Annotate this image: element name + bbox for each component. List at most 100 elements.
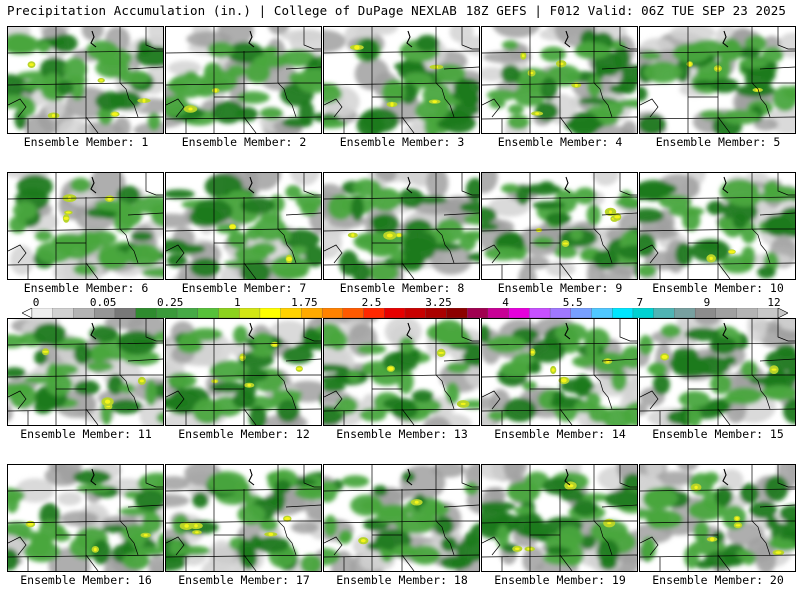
state-boundary — [717, 262, 731, 279]
state-boundaries — [166, 319, 321, 425]
state-boundaries — [640, 27, 795, 133]
precip-map — [8, 465, 163, 571]
precip-map — [166, 173, 321, 279]
state-boundary — [8, 408, 163, 412]
precip-map — [166, 319, 321, 425]
state-boundary — [166, 196, 321, 200]
state-boundary — [640, 342, 795, 346]
precip-field — [640, 173, 795, 279]
state-boundary — [166, 488, 321, 492]
state-boundary — [166, 228, 321, 232]
state-boundary — [166, 82, 321, 86]
ensemble-map-panel — [323, 318, 480, 426]
state-boundary — [324, 554, 479, 558]
state-boundary — [640, 262, 795, 266]
state-boundary — [717, 116, 731, 133]
state-boundary — [166, 116, 321, 120]
state-boundary — [777, 173, 795, 196]
colorbar — [22, 308, 788, 318]
colorbar-bin — [94, 308, 116, 318]
state-boundary — [119, 82, 139, 118]
state-boundary — [324, 408, 479, 412]
state-boundary — [482, 390, 501, 410]
colorbar-bin — [197, 308, 219, 318]
state-boundary — [324, 390, 343, 410]
ensemble-member-label: Ensemble Member: 19 — [494, 573, 626, 587]
state-boundaries — [8, 319, 163, 425]
ensemble-map-panel — [165, 464, 322, 572]
ensemble-member-label: Ensemble Member: 20 — [652, 573, 784, 587]
state-boundary — [85, 116, 99, 133]
state-boundary — [145, 173, 163, 196]
state-boundary — [443, 66, 479, 70]
state-boundary — [559, 554, 573, 571]
state-boundary — [401, 554, 415, 571]
colorbar-bin — [632, 308, 655, 318]
precip-map — [324, 465, 479, 571]
run-valid-time: 18Z GEFS | F012 Valid: 06Z TUE SEP 23 20… — [465, 3, 786, 18]
state-boundary — [166, 554, 321, 558]
state-boundary — [601, 66, 637, 70]
colorbar-tick-label: 3.25 — [425, 296, 452, 309]
state-boundary — [593, 520, 613, 556]
river-line — [406, 322, 413, 340]
state-boundary — [640, 82, 795, 86]
state-boundary — [435, 228, 455, 264]
colorbar-right-arrow — [777, 308, 788, 318]
colorbar-tick-label: 12 — [767, 296, 781, 309]
colorbar-bin — [156, 308, 178, 318]
state-boundary — [640, 116, 795, 120]
river-line — [248, 468, 255, 486]
colorbar-bin — [114, 308, 137, 318]
colorbar-tick-label: 7 — [636, 296, 644, 309]
colorbar-tick-label: 0.25 — [156, 296, 184, 309]
ensemble-member-label: Ensemble Member: 3 — [339, 135, 465, 149]
chart-title: Precipitation Accumulation (in.) | Colle… — [7, 3, 457, 18]
state-boundary — [243, 116, 257, 133]
state-boundary — [8, 536, 27, 556]
state-boundary — [166, 390, 185, 410]
state-boundary — [119, 374, 139, 410]
precip-field — [482, 27, 637, 133]
state-boundary — [324, 116, 479, 120]
state-boundary — [166, 536, 185, 556]
state-boundaries — [324, 27, 479, 133]
precip-maxima — [179, 515, 292, 537]
river-line — [90, 30, 97, 48]
state-boundary — [482, 342, 637, 346]
state-boundary — [401, 116, 415, 133]
river-line — [722, 468, 729, 486]
precip-field — [166, 173, 321, 279]
river-line — [90, 322, 97, 340]
river-line — [564, 30, 571, 48]
colorbar-left-arrow — [22, 308, 33, 318]
ensemble-member-label: Ensemble Member: 13 — [336, 427, 468, 441]
ensemble-map-panel — [165, 318, 322, 426]
colorbar-bin — [674, 308, 696, 318]
state-boundary — [482, 554, 637, 558]
precip-field — [8, 465, 163, 571]
state-boundary — [243, 554, 257, 571]
state-boundary — [85, 262, 99, 279]
precip-map — [640, 173, 795, 279]
colorbar-bin — [736, 308, 758, 318]
ensemble-map-panel — [7, 172, 164, 280]
state-boundary — [461, 319, 479, 342]
ensemble-member-label: Ensemble Member: 7 — [181, 281, 307, 295]
state-boundaries — [166, 27, 321, 133]
river-line — [722, 322, 729, 340]
colorbar-bin — [31, 308, 54, 318]
state-boundary — [619, 27, 637, 50]
state-boundaries — [166, 173, 321, 279]
state-boundary — [8, 82, 163, 86]
state-boundary — [8, 228, 163, 232]
river-line — [248, 322, 255, 340]
state-boundary — [8, 554, 163, 558]
state-boundary — [443, 358, 479, 362]
ensemble-member-label: Ensemble Member: 4 — [497, 135, 623, 149]
state-boundary — [640, 50, 795, 54]
colorbar-bin — [52, 308, 74, 318]
ensemble-map-panel — [323, 26, 480, 134]
precip-map — [640, 27, 795, 133]
colorbar-bin — [259, 308, 282, 318]
